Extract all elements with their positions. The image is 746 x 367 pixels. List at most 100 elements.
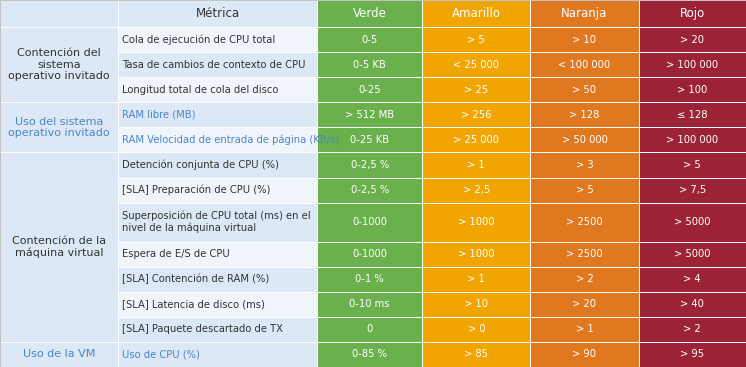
Text: > 25 000: > 25 000 — [454, 135, 499, 145]
Text: > 25: > 25 — [464, 85, 489, 95]
Text: > 20: > 20 — [680, 34, 704, 44]
Text: Métrica: Métrica — [195, 7, 239, 20]
Bar — [118, 267, 317, 292]
Text: > 3: > 3 — [576, 160, 593, 170]
Text: 0-10 ms: 0-10 ms — [349, 299, 390, 309]
Bar — [530, 342, 639, 367]
Bar — [118, 178, 317, 203]
Text: > 512 MB: > 512 MB — [345, 110, 394, 120]
Bar — [0, 152, 118, 342]
Bar — [530, 152, 639, 178]
Bar — [422, 342, 530, 367]
Text: Detención conjunta de CPU (%): Detención conjunta de CPU (%) — [122, 160, 279, 170]
Bar — [639, 342, 746, 367]
Text: 0-25 KB: 0-25 KB — [350, 135, 389, 145]
Bar — [422, 292, 530, 317]
Bar — [0, 27, 118, 102]
Bar — [422, 27, 530, 52]
Bar — [639, 52, 746, 77]
Bar — [530, 77, 639, 102]
Text: > 2500: > 2500 — [566, 217, 603, 227]
Bar — [422, 178, 530, 203]
Text: > 50: > 50 — [572, 85, 597, 95]
Text: > 1: > 1 — [576, 324, 593, 334]
Bar — [118, 241, 317, 267]
Bar — [317, 27, 422, 52]
Text: Tasa de cambios de contexto de CPU: Tasa de cambios de contexto de CPU — [122, 60, 305, 70]
Text: 0-25: 0-25 — [358, 85, 381, 95]
Text: > 0: > 0 — [468, 324, 485, 334]
Bar — [422, 152, 530, 178]
Bar — [530, 178, 639, 203]
Bar — [422, 203, 530, 241]
Bar — [639, 267, 746, 292]
Bar — [118, 152, 317, 178]
Text: > 100 000: > 100 000 — [666, 135, 718, 145]
Text: 0-5 KB: 0-5 KB — [354, 60, 386, 70]
Bar — [639, 317, 746, 342]
Text: > 40: > 40 — [680, 299, 704, 309]
Bar — [118, 317, 317, 342]
Bar — [422, 52, 530, 77]
Bar — [530, 27, 639, 52]
Text: > 50 000: > 50 000 — [562, 135, 607, 145]
Text: 0-1 %: 0-1 % — [355, 274, 384, 284]
Text: > 95: > 95 — [680, 349, 704, 359]
Bar — [530, 203, 639, 241]
Text: < 100 000: < 100 000 — [559, 60, 610, 70]
Bar — [530, 52, 639, 77]
Text: Uso de CPU (%): Uso de CPU (%) — [122, 349, 200, 359]
Bar — [317, 178, 422, 203]
Text: [SLA] Latencia de disco (ms): [SLA] Latencia de disco (ms) — [122, 299, 265, 309]
Text: Cola de ejecución de CPU total: Cola de ejecución de CPU total — [122, 34, 275, 45]
Bar — [639, 77, 746, 102]
Bar — [118, 203, 317, 241]
Bar — [118, 52, 317, 77]
Text: > 7,5: > 7,5 — [679, 185, 706, 195]
Bar — [639, 203, 746, 241]
Bar — [530, 317, 639, 342]
Text: > 5: > 5 — [576, 185, 593, 195]
Bar — [317, 127, 422, 152]
Bar — [0, 0, 118, 27]
Bar — [317, 203, 422, 241]
Bar — [317, 267, 422, 292]
Bar — [530, 127, 639, 152]
Bar — [317, 77, 422, 102]
Text: > 1: > 1 — [468, 160, 485, 170]
Text: > 2: > 2 — [576, 274, 593, 284]
Bar — [530, 241, 639, 267]
Text: RAM libre (MB): RAM libre (MB) — [122, 110, 195, 120]
Text: ≤ 128: ≤ 128 — [677, 110, 707, 120]
Text: Longitud total de cola del disco: Longitud total de cola del disco — [122, 85, 278, 95]
Bar — [422, 77, 530, 102]
Bar — [118, 342, 317, 367]
Text: > 1000: > 1000 — [458, 217, 495, 227]
Bar — [530, 102, 639, 127]
Bar — [639, 152, 746, 178]
Bar — [639, 292, 746, 317]
Text: Contención de la
máquina virtual: Contención de la máquina virtual — [12, 236, 106, 258]
Text: RAM Velocidad de entrada de página (KB/s): RAM Velocidad de entrada de página (KB/s… — [122, 135, 339, 145]
Text: > 2500: > 2500 — [566, 249, 603, 259]
Text: 0-1000: 0-1000 — [352, 249, 387, 259]
Text: Rojo: Rojo — [680, 7, 705, 20]
Text: > 2: > 2 — [683, 324, 701, 334]
Text: [SLA] Contención de RAM (%): [SLA] Contención de RAM (%) — [122, 274, 269, 284]
Bar — [118, 0, 317, 27]
Bar — [639, 127, 746, 152]
Text: > 90: > 90 — [572, 349, 597, 359]
Bar — [317, 152, 422, 178]
Text: [SLA] Preparación de CPU (%): [SLA] Preparación de CPU (%) — [122, 185, 270, 195]
Bar — [118, 102, 317, 127]
Bar — [639, 241, 746, 267]
Text: > 5000: > 5000 — [674, 217, 710, 227]
Text: > 5: > 5 — [468, 34, 485, 44]
Bar — [422, 267, 530, 292]
Bar — [317, 317, 422, 342]
Bar — [118, 292, 317, 317]
Text: Amarillo: Amarillo — [452, 7, 501, 20]
Text: 0: 0 — [366, 324, 373, 334]
Bar — [422, 102, 530, 127]
Text: > 5: > 5 — [683, 160, 701, 170]
